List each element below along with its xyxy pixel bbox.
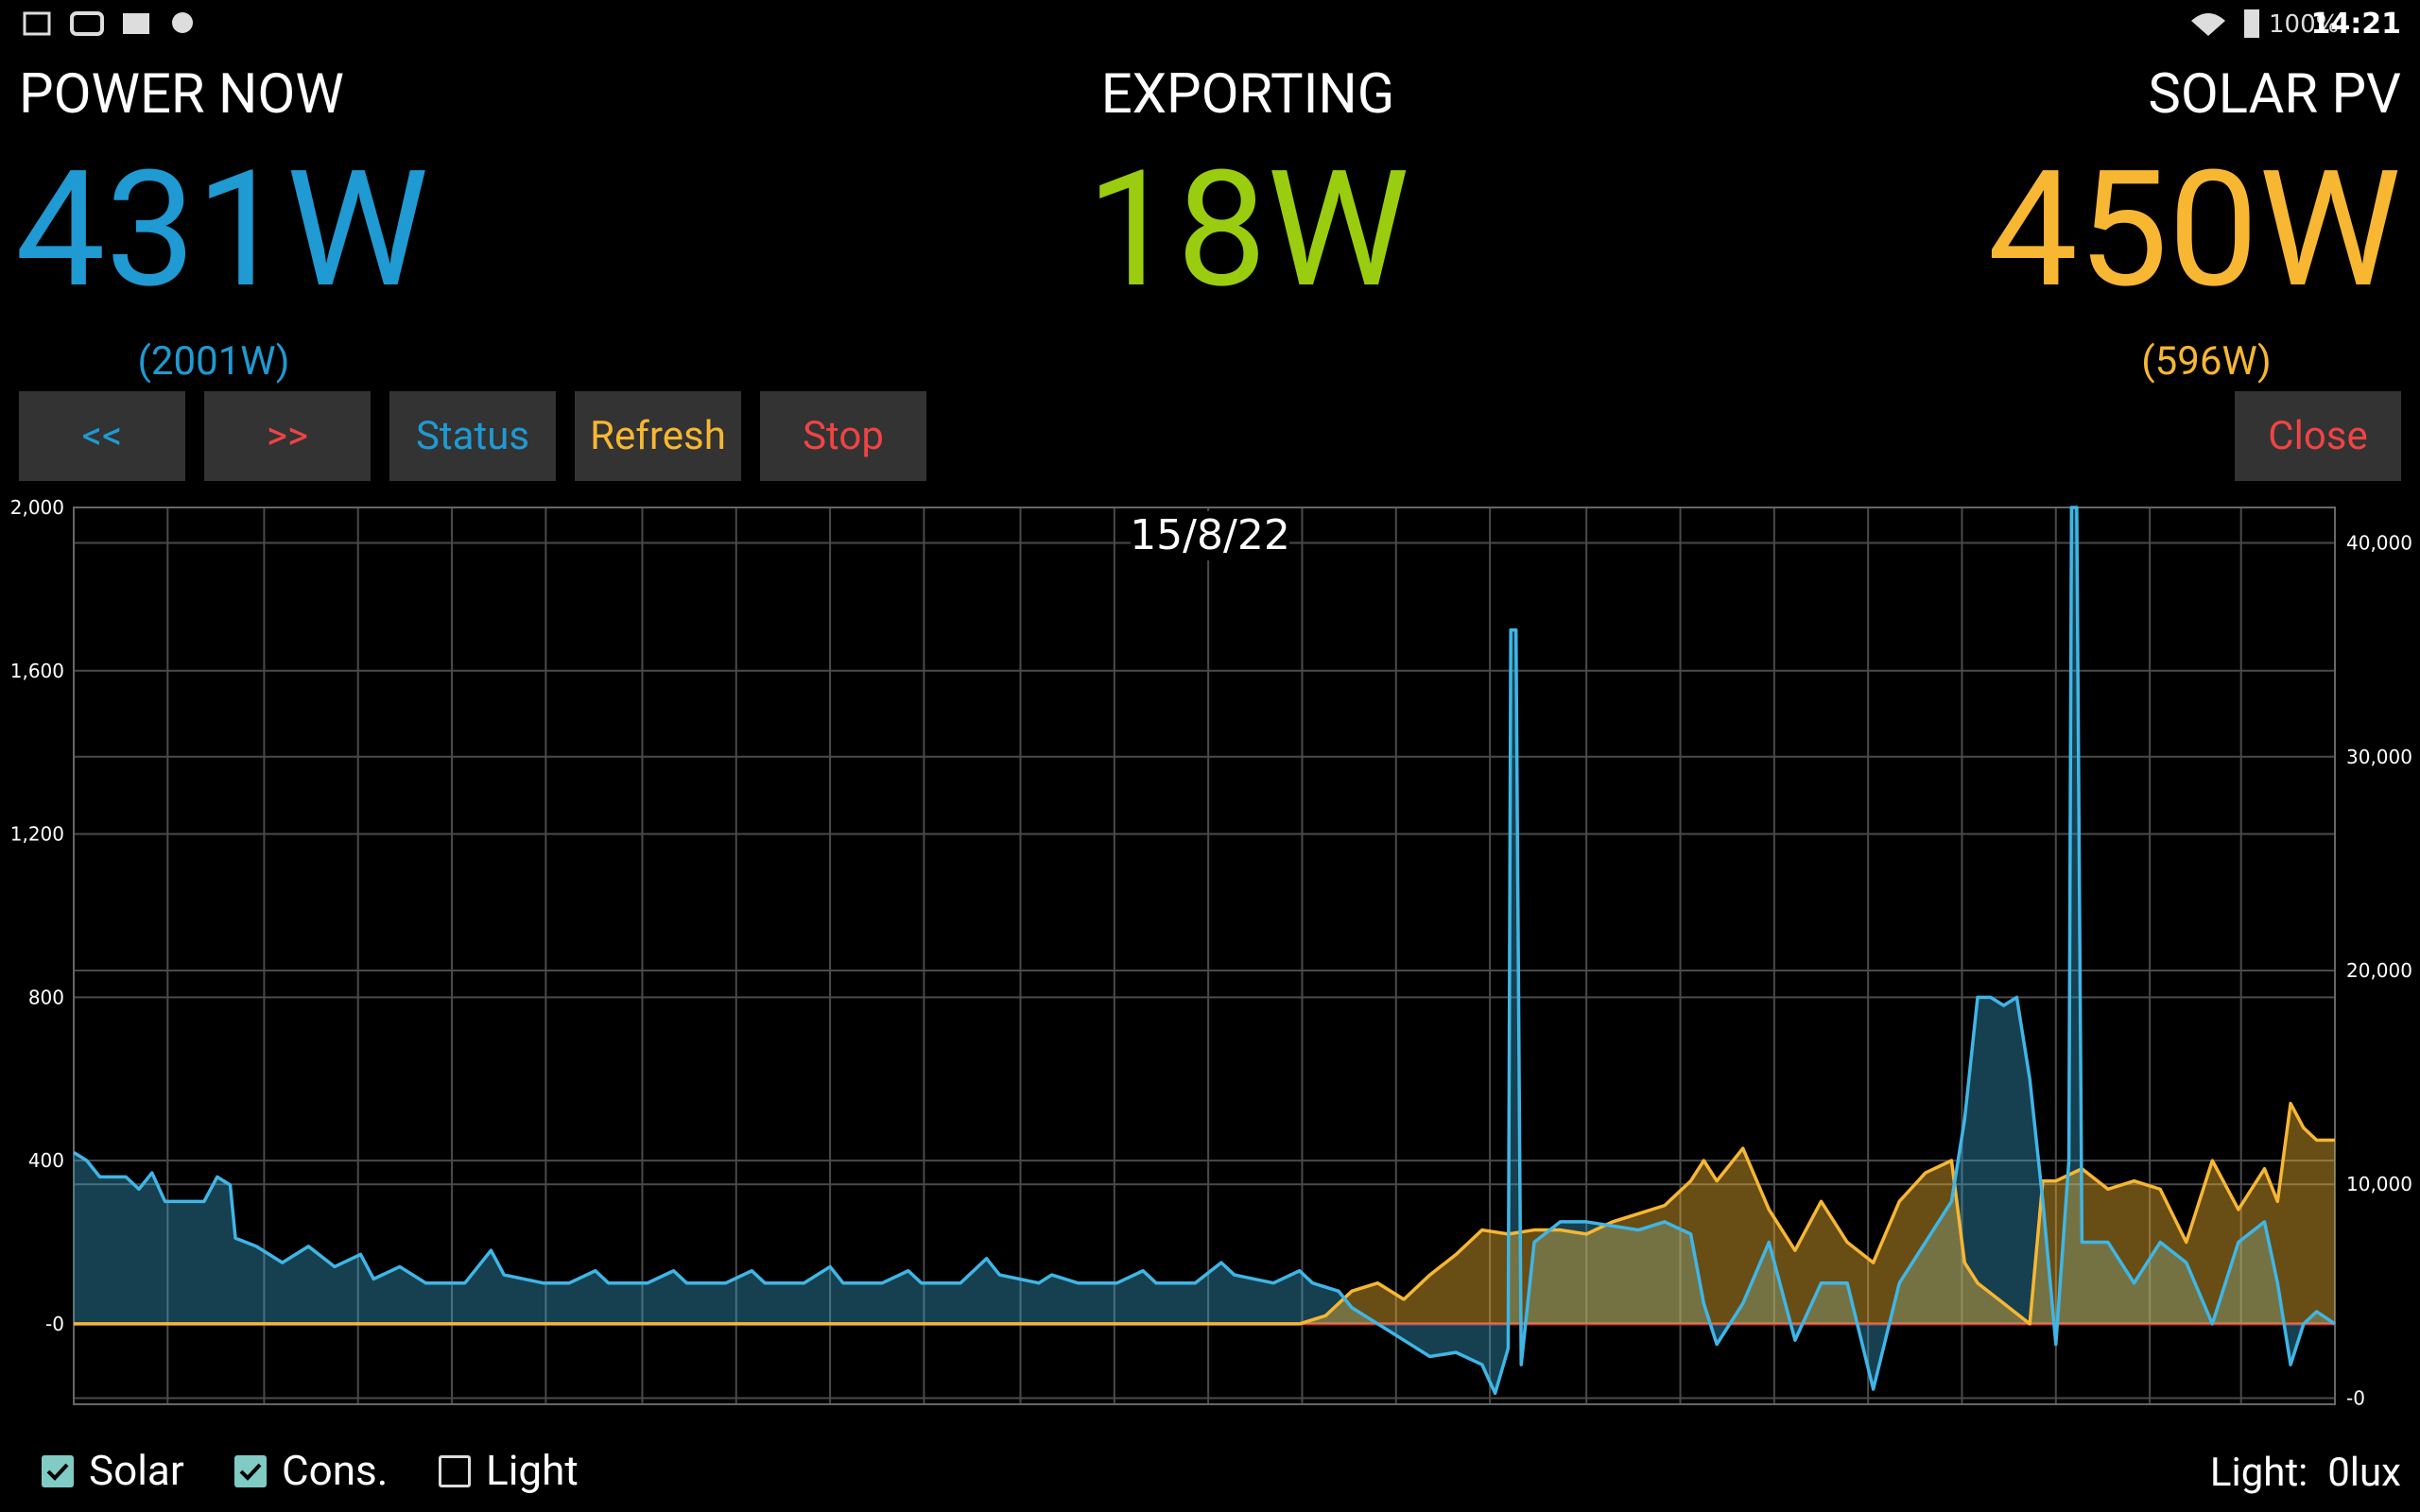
checkbox[interactable]: [439, 1455, 471, 1487]
x-tick-label: 09:40: [1559, 1435, 1614, 1436]
next-button[interactable]: >>: [204, 391, 371, 481]
x-tick-label: 04:50: [803, 1435, 857, 1436]
y2-tick-label: 30,000: [2346, 746, 2412, 768]
series-line: [73, 506, 2336, 1396]
label: POWER NOW: [19, 62, 344, 127]
series-line: [74, 1101, 2335, 1326]
exporting: 18W: [1086, 135, 1409, 324]
checkbox[interactable]: [234, 1455, 267, 1487]
icon-battery: [2244, 9, 2259, 38]
x-tick-label: 11:28: [1841, 1435, 1895, 1436]
refresh-button[interactable]: Refresh: [575, 391, 741, 481]
plot-frame: [73, 507, 2336, 1405]
icon-app: [70, 11, 104, 36]
icon-image: [23, 11, 51, 36]
x-tick-label: 10:16: [1653, 1435, 1708, 1436]
x-tick-label: 08:27: [1369, 1435, 1424, 1436]
label: SOLAR PV: [2148, 62, 2401, 127]
x-tick-label: 12:40: [2029, 1435, 2083, 1436]
x-tick-label: 06:39: [1087, 1435, 1142, 1436]
title-bg: [1131, 511, 1289, 560]
chart-title: 15/8/22: [1130, 511, 1290, 559]
checkmark: [239, 1463, 262, 1481]
x-tick-label: 03:01: [519, 1435, 574, 1436]
y-tick-label: 1,600: [10, 660, 64, 682]
checkmark: [46, 1463, 69, 1481]
x-tick-label: 05:26: [897, 1435, 952, 1436]
x-tick-label: 00:00: [46, 1435, 101, 1436]
y2-tick-label: 10,000: [2346, 1173, 2412, 1195]
x-tick-label: 03:38: [615, 1435, 670, 1436]
icon-wifi: [2191, 13, 2225, 36]
x-tick-label: 01:49: [331, 1435, 386, 1436]
icon-android: [172, 12, 193, 33]
power-max: (2001W): [137, 338, 290, 385]
y-tick-label: 400: [28, 1149, 64, 1172]
x-tick-label: 09:03: [1462, 1435, 1517, 1436]
y-tick-label: 800: [28, 986, 64, 1008]
x-tick-label: 02:25: [424, 1435, 479, 1436]
label: EXPORTING: [1100, 62, 1395, 127]
x-tick-label: 13:16: [2122, 1435, 2177, 1436]
power-now: 431W: [15, 135, 429, 324]
stop-button[interactable]: Stop: [760, 391, 926, 481]
y2-tick-label: 40,000: [2346, 532, 2412, 555]
checkbox[interactable]: [42, 1455, 74, 1487]
solar-max: (596W): [2141, 338, 2272, 385]
stats-line: S=449.61W s=2.17A sv=221.02V sr=478.82W …: [597, 1508, 1357, 1512]
prev-button[interactable]: <<: [19, 391, 185, 481]
y2-tick-label: -0: [2346, 1386, 2365, 1409]
x-tick-label: 00:36: [141, 1435, 196, 1436]
y2-tick-label: 20,000: [2346, 959, 2412, 982]
checkbox-label[interactable]: Light: [486, 1446, 579, 1495]
x-tick-label: 10:52: [1747, 1435, 1802, 1436]
checkbox-label[interactable]: Solar: [89, 1446, 184, 1495]
light-reading: Light: 0lux: [2209, 1450, 2401, 1496]
status-bar: 100% 14:21: [23, 8, 2402, 41]
chart: 00:00 00:36 01:13 01:49 02:25 03:01 03:38 04:14…: [10, 496, 2412, 1436]
x-tick-label: 07:15: [1181, 1435, 1236, 1436]
x-tick-label: 01:13: [237, 1435, 292, 1436]
battery-level: 100%: [2269, 10, 2339, 39]
checkbox-label[interactable]: Cons.: [282, 1446, 389, 1495]
x-tick-label: 06:03: [994, 1435, 1048, 1436]
area-fill: [74, 1103, 2335, 1324]
x-tick-label: 04:14: [709, 1435, 764, 1436]
x-tick-label: 13:51: [2214, 1435, 2269, 1436]
close-button[interactable]: Close: [2235, 391, 2401, 481]
y-tick-label: 1,200: [10, 823, 64, 846]
solar-now: 450W: [1987, 135, 2401, 324]
clock: 14:21: [2311, 8, 2402, 41]
y-tick-label: 2,000: [10, 496, 64, 519]
area-fill: [74, 507, 2335, 1394]
icon-app: [123, 13, 149, 34]
x-tick-label: 12:04: [1935, 1435, 1990, 1436]
x-tick-label: 07:51: [1275, 1435, 1330, 1436]
status-button[interactable]: Status: [389, 391, 556, 481]
y-tick-label: -0: [45, 1313, 64, 1335]
stats: S=449.61W s=2.17A sv=221.02V sr=478.82W …: [597, 1444, 1357, 1512]
